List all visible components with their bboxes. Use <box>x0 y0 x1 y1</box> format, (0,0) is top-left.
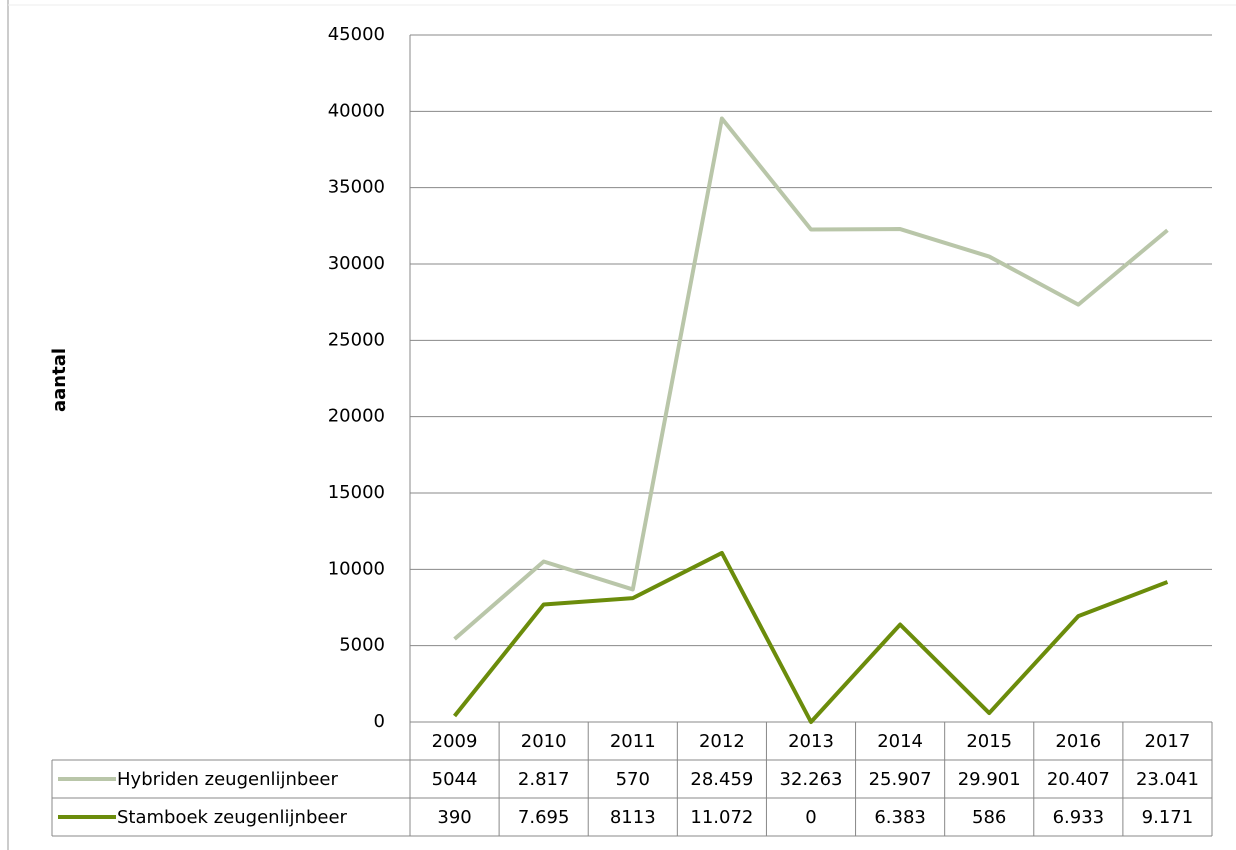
legend-label: Hybriden zeugenlijnbeer <box>117 769 338 790</box>
y-axis-label: aantal <box>49 348 70 412</box>
table-value: 11.072 <box>690 807 753 828</box>
table-value: 586 <box>972 807 1006 828</box>
y-tick-label: 35000 <box>328 177 385 198</box>
y-tick-label: 5000 <box>339 635 385 656</box>
y-tick-label: 20000 <box>328 406 385 427</box>
x-tick-label: 2017 <box>1145 731 1191 752</box>
table-value: 390 <box>437 807 471 828</box>
x-tick-label: 2013 <box>788 731 834 752</box>
x-tick-label: 2014 <box>877 731 923 752</box>
table-value: 20.407 <box>1047 769 1110 790</box>
y-tick-label: 25000 <box>328 329 385 350</box>
series-line <box>453 116 1169 641</box>
table-value: 5044 <box>432 769 478 790</box>
table-value: 0 <box>805 807 816 828</box>
y-tick-label: 40000 <box>328 100 385 121</box>
legend-label: Stamboek zeugenlijnbeer <box>117 807 348 828</box>
y-tick-label: 10000 <box>328 558 385 579</box>
table-value: 29.901 <box>958 769 1021 790</box>
table-value: 28.459 <box>690 769 753 790</box>
table-value: 6.383 <box>874 807 926 828</box>
x-tick-label: 2009 <box>432 731 478 752</box>
table-value: 25.907 <box>869 769 932 790</box>
table-value: 570 <box>616 769 650 790</box>
series-line <box>452 550 1169 724</box>
y-tick-label: 30000 <box>328 253 385 274</box>
x-tick-label: 2010 <box>521 731 567 752</box>
table-value: 9.171 <box>1142 807 1194 828</box>
table-value: 2.817 <box>518 769 570 790</box>
y-tick-label: 0 <box>374 711 385 732</box>
y-tick-label: 45000 <box>328 24 385 45</box>
x-tick-label: 2015 <box>966 731 1012 752</box>
x-tick-label: 2016 <box>1055 731 1101 752</box>
table-value: 8113 <box>610 807 656 828</box>
table-value: 7.695 <box>518 807 570 828</box>
x-tick-label: 2012 <box>699 731 745 752</box>
y-tick-label: 15000 <box>328 482 385 503</box>
table-value: 32.263 <box>780 769 843 790</box>
table-value: 23.041 <box>1136 769 1199 790</box>
table-value: 6.933 <box>1053 807 1105 828</box>
x-tick-label: 2011 <box>610 731 656 752</box>
